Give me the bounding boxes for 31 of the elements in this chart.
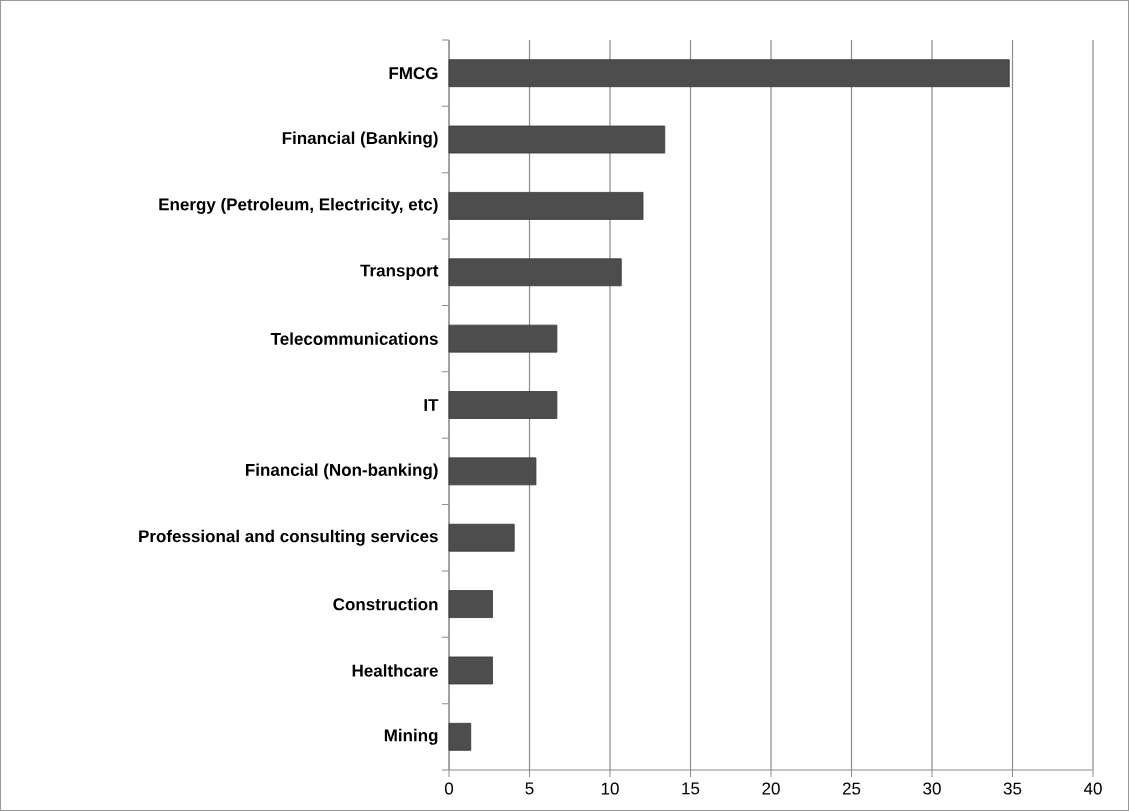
bar	[448, 125, 666, 154]
bar	[448, 722, 472, 751]
x-tick-label: 15	[682, 782, 700, 795]
y-tick-label: Construction	[333, 597, 438, 611]
y-tick-label: Energy (Petroleum, Electricity, etc)	[159, 197, 438, 214]
x-tick-label: 40	[1083, 782, 1102, 795]
bar	[448, 457, 537, 486]
y-tick-label: Healthcare	[352, 664, 438, 677]
bar	[448, 192, 644, 220]
bar	[448, 391, 558, 419]
bar	[448, 258, 622, 287]
bar	[448, 324, 558, 353]
y-tick-label: Financial (Banking)	[282, 131, 438, 148]
x-tick-label: 5	[525, 782, 534, 795]
y-tick-label: Financial (Non-banking)	[246, 463, 438, 480]
x-tick-label: 35	[1003, 782, 1022, 795]
y-tick-label: Telecommunications	[270, 332, 438, 345]
x-tick-label: 25	[842, 782, 861, 795]
x-tick-label: 20	[762, 782, 780, 795]
y-tick-label: Transport	[360, 264, 439, 280]
y-tick-label: Mining	[384, 728, 438, 745]
bar	[448, 523, 515, 552]
y-tick-label: Professional and consulting services	[139, 529, 438, 546]
bar	[448, 656, 493, 685]
y-tick-label: FMCG	[389, 67, 438, 80]
bar	[448, 59, 1010, 88]
x-tick-label: 0	[444, 782, 454, 795]
bar	[448, 590, 493, 618]
x-tick-label: 30	[923, 782, 941, 795]
y-tick-label: IT	[424, 399, 439, 411]
x-tick-label: 10	[601, 782, 619, 795]
